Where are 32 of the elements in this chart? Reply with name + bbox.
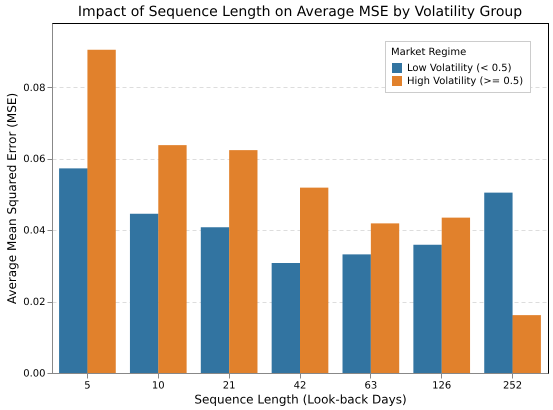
legend-title: Market Regime xyxy=(391,47,466,58)
bar xyxy=(342,254,371,373)
y-tick-label: 0.06 xyxy=(23,154,46,166)
legend-label: Low Volatility (< 0.5) xyxy=(407,63,512,74)
chart-title: Impact of Sequence Length on Average MSE by Volatility Group xyxy=(78,4,522,20)
x-tick-label: 252 xyxy=(503,380,522,392)
bar xyxy=(442,218,470,373)
bar xyxy=(59,168,88,373)
x-tick-label: 63 xyxy=(364,380,378,392)
x-tick-label: 126 xyxy=(432,380,452,392)
bar xyxy=(130,214,158,373)
bar xyxy=(484,192,513,373)
x-axis-title: Sequence Length (Look-back Days) xyxy=(194,392,407,406)
bar xyxy=(300,188,328,373)
y-tick-label: 0.00 xyxy=(23,368,46,380)
bar xyxy=(87,50,116,373)
y-axis-title: Average Mean Squared Error (MSE) xyxy=(5,92,20,304)
bar xyxy=(272,263,300,373)
legend-label: High Volatility (>= 0.5) xyxy=(407,76,524,87)
bar xyxy=(413,244,442,373)
y-tick-label: 0.08 xyxy=(23,82,46,94)
x-tick-label: 5 xyxy=(84,380,91,392)
bar xyxy=(229,150,258,373)
y-tick-label: 0.04 xyxy=(23,226,46,237)
y-tick-label: 0.02 xyxy=(23,297,46,308)
bar xyxy=(512,315,541,373)
x-tick-label: 42 xyxy=(294,380,306,392)
x-tick-label: 10 xyxy=(152,380,165,392)
x-tick-label: 21 xyxy=(222,380,236,392)
bar xyxy=(158,145,187,373)
bar xyxy=(370,223,400,373)
bar xyxy=(200,227,230,373)
